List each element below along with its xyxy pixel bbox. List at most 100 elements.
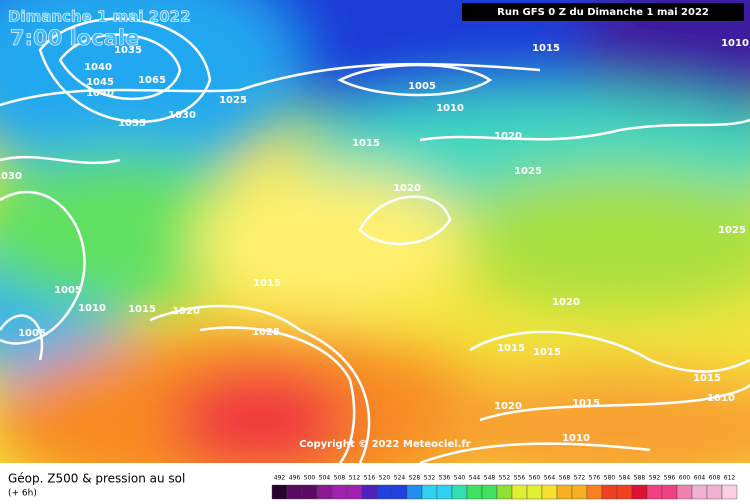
scale-label: 496 <box>289 475 301 482</box>
scale-label: 564 <box>544 475 556 482</box>
time-label: 7:00 locale <box>10 26 139 50</box>
isobar-label: 1065 <box>138 75 166 86</box>
scale-label: 512 <box>349 475 361 482</box>
scale-label: 608 <box>709 475 721 482</box>
scale-swatch <box>391 484 408 500</box>
scale-swatch <box>691 484 708 500</box>
scale-swatch <box>316 484 333 500</box>
scale-label: 500 <box>304 475 316 482</box>
scale-label: 600 <box>679 475 691 482</box>
isobar-label: 1010 <box>707 393 735 404</box>
scale-swatch <box>346 484 363 500</box>
isobar-label: 1015 <box>128 304 156 315</box>
scale-label: 524 <box>394 475 406 482</box>
scale-label: 572 <box>574 475 586 482</box>
scale-label: 588 <box>634 475 646 482</box>
scale-swatch <box>376 484 393 500</box>
isobar-label: 1010 <box>562 433 590 444</box>
scale-label: 580 <box>604 475 616 482</box>
scale-label: 528 <box>409 475 421 482</box>
copyright: Copyright © 2022 Meteociel.fr <box>299 439 470 450</box>
footer-lead: (+ 6h) <box>8 489 37 499</box>
scale-label: 540 <box>454 475 466 482</box>
scale-swatch <box>541 484 558 500</box>
scale-swatch <box>616 484 633 500</box>
scale-swatch <box>586 484 603 500</box>
scale-swatch <box>676 484 693 500</box>
scale-swatch <box>451 484 468 500</box>
scale-label: 536 <box>439 475 451 482</box>
isobar-label: 1010 <box>436 103 464 114</box>
scale-swatch <box>526 484 543 500</box>
scale-swatch <box>271 484 288 500</box>
scale-swatch <box>571 484 588 500</box>
isobar-label: 1020 <box>393 183 421 194</box>
isobar-label: 1015 <box>572 398 600 409</box>
isobar-label: 1005 <box>408 81 436 92</box>
scale-label: 552 <box>499 475 511 482</box>
isobar-label: 1020 <box>552 297 580 308</box>
scale-label: 584 <box>619 475 631 482</box>
scale-label: 544 <box>469 475 481 482</box>
isobar-label: 1020 <box>494 401 522 412</box>
isobar-label: 1005 <box>54 285 82 296</box>
isobar-label: 1015 <box>352 138 380 149</box>
date-label: Dimanche 1 mai 2022 <box>8 8 191 26</box>
scale-label: 604 <box>694 475 706 482</box>
scale-swatch <box>286 484 303 500</box>
run-banner <box>462 3 744 21</box>
isobar-label: 1015 <box>532 43 560 54</box>
scale-label: 568 <box>559 475 571 482</box>
isobar-label: 1025 <box>718 225 746 236</box>
scale-swatch <box>721 484 738 500</box>
isobar-label: 1025 <box>252 327 280 338</box>
scale-swatch <box>436 484 453 500</box>
isobar-label: 1015 <box>253 278 281 289</box>
scale-label: 612 <box>724 475 736 482</box>
scale-label: 576 <box>589 475 601 482</box>
footer-title: Géop. Z500 & pression au sol <box>8 472 185 486</box>
scale-swatch <box>331 484 348 500</box>
isobar-label: 1015 <box>693 373 721 384</box>
scale-swatch <box>406 484 423 500</box>
scale-label: 504 <box>319 475 331 482</box>
scale-swatch <box>631 484 648 500</box>
isobar-label: 1045 <box>86 77 114 88</box>
isobar-label: 1030 <box>168 110 196 121</box>
scale-label: 560 <box>529 475 541 482</box>
scale-swatch <box>511 484 528 500</box>
scale-swatch <box>706 484 723 500</box>
isobar-label: 1040 <box>84 62 112 73</box>
scale-label: 592 <box>649 475 661 482</box>
isobar-label: 1025 <box>514 166 542 177</box>
scale-swatch <box>466 484 483 500</box>
isobar-label: 1015 <box>533 347 561 358</box>
isobar-label: 1020 <box>172 306 200 317</box>
isobar-label: 1025 <box>219 95 247 106</box>
run-label: Run GFS 0 Z du Dimanche 1 mai 2022 <box>497 7 709 18</box>
scale-swatch <box>556 484 573 500</box>
isobars <box>0 17 750 463</box>
scale-label: 508 <box>334 475 346 482</box>
isobar-label: 1010 <box>78 303 106 314</box>
scale-swatch <box>646 484 663 500</box>
isobar-label: 1005 <box>18 328 46 339</box>
isobar-label: 1015 <box>497 343 525 354</box>
scale-swatch <box>301 484 318 500</box>
scale-swatch <box>661 484 678 500</box>
scale-swatch <box>421 484 438 500</box>
scale-label: 520 <box>379 475 391 482</box>
scale-label: 492 <box>274 475 286 482</box>
scale-label: 516 <box>364 475 376 482</box>
scale-label: 548 <box>484 475 496 482</box>
scale-label: 556 <box>514 475 526 482</box>
isobar-label: 1030 <box>0 171 22 182</box>
scale-label: 532 <box>424 475 436 482</box>
scale-swatch <box>601 484 618 500</box>
isobar-label: 1040 <box>86 88 114 99</box>
scale-swatch <box>361 484 378 500</box>
scale-swatch <box>496 484 513 500</box>
